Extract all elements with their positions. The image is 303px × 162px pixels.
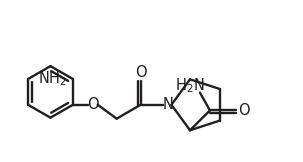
Text: O: O	[87, 97, 98, 112]
Text: N: N	[163, 97, 174, 112]
Text: NH$_2$: NH$_2$	[38, 70, 67, 88]
Text: H$_2$N: H$_2$N	[175, 76, 205, 95]
Text: O: O	[135, 65, 146, 80]
Text: O: O	[238, 103, 250, 118]
